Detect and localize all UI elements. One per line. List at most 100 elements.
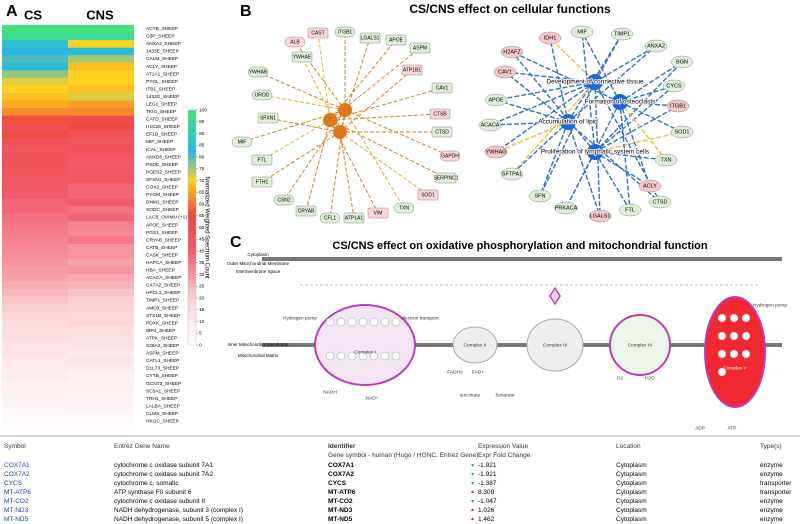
table-cell: COX7A1 [328,462,355,469]
row-label: AMD3_SHEEP [146,305,178,311]
heatmap-cell [68,236,134,245]
table-cell: MT-ND3 [4,507,29,514]
node [251,176,273,188]
subunit [391,351,401,361]
figure: A B C CS CNS CS/CNS effect on cellular f… [0,2,800,437]
hub [560,114,576,130]
heatmap-cell [2,191,68,199]
node [439,150,461,162]
hub [587,74,603,90]
table-cell: transporter [760,489,792,496]
colorbar-label: Normalized Weighted Spectrum Count [203,176,209,279]
node [273,194,295,206]
node-label: SERPINC1 [433,175,458,181]
heatmap-cell [2,304,68,313]
colorbar-tick-label: 95 [199,119,205,125]
edge [511,51,621,103]
subunit [729,313,739,323]
table-row: COX7A2 cytochrome c oxidase subunit 7A2 CO… [0,470,800,479]
node [500,167,524,181]
fold-change-icon: ▲ [470,498,475,504]
colorbar-tick-label: 50 [199,225,205,231]
table-cell: NADH dehydrogenase, subunit 5 (complex I… [114,516,243,523]
row-label: EF1D_SHEEP [146,132,177,138]
table-cell: enzyme [760,498,783,505]
row-label: ASPM_SHEEP [146,351,179,357]
table-cell: cytochrome c, somatic [114,480,179,487]
heatmap-cell [68,168,134,177]
edge [619,101,683,133]
row-label: ICAL_SHEEP [146,147,176,153]
row-label: CX7A2_SHEEP [146,283,180,289]
node-label: YWHAB [249,69,268,75]
node [666,99,690,113]
edge [344,109,451,157]
colorbar-tick-label: 5 [199,331,202,337]
heatmap-cell [68,92,134,101]
colorbar-tick-label: 100 [199,107,207,113]
row-label: H1C15_SHEEP [146,124,180,130]
row-label: PYGL_SHEEP [146,79,178,85]
edge [294,41,346,111]
node [231,136,253,148]
node [484,145,508,159]
hub-label: Development of connective tissue [546,79,644,86]
complex [314,304,416,386]
pathway-label: O2 [617,375,624,381]
edge [619,101,631,211]
fold-change-icon: ▲ [470,462,475,468]
edge [594,131,683,153]
colorbar-tick-label: 15 [199,307,205,313]
heatmap-cell [2,251,68,260]
fold-change-icon: ▲ [470,516,475,522]
table-header: Symbol Entrez Gene Name Identifier Expressi… [0,442,800,451]
complex [609,314,671,376]
column-header: Location [616,443,641,450]
subunit [717,367,727,377]
node [409,42,431,54]
hub [333,125,347,139]
heatmap-cell [2,409,68,418]
node-label: LGALS1 [361,35,380,41]
heatmap-cell [2,123,68,131]
table-cell: enzyme [760,507,783,514]
edge [619,101,679,107]
edge [581,31,596,153]
node [284,36,306,48]
node-label: FTH1 [256,179,269,185]
colorbar-tick-label: 55 [199,213,205,219]
fold-change-icon: ▲ [470,507,475,513]
edge [567,121,601,217]
colorbar-tick-label: 25 [199,284,205,290]
edge [495,81,596,153]
row-label: SC5A1_SHEEP [146,388,180,394]
table-cell: MT-ND5 [328,516,353,523]
node-label: TXN [399,205,409,211]
heatmap-cell [2,236,68,245]
node-label: MIF [238,139,247,145]
column-label: CNS [86,7,114,22]
node [610,27,634,41]
heatmap-cell [68,266,134,275]
heatmap-cell [68,85,134,94]
node-label: ASPM [413,45,427,51]
hub [612,94,628,110]
node [500,45,524,59]
node [670,55,694,69]
table-cell: enzyme [760,462,783,469]
panel-label: A [6,3,18,20]
heatmap-cell [68,258,134,267]
node [484,93,508,107]
node [528,189,552,203]
node [648,195,672,209]
heatmap-cell [68,153,134,162]
panel-label: B [240,3,252,20]
node-label: CRYAB [298,208,315,214]
subunit [717,313,727,323]
subunit [325,317,335,327]
edge [267,117,341,133]
heatmap-cell [2,266,68,275]
node [247,66,269,78]
colorbar-tick-label: 10 [199,319,205,325]
row-label: G3P_SHEEP [146,34,175,40]
